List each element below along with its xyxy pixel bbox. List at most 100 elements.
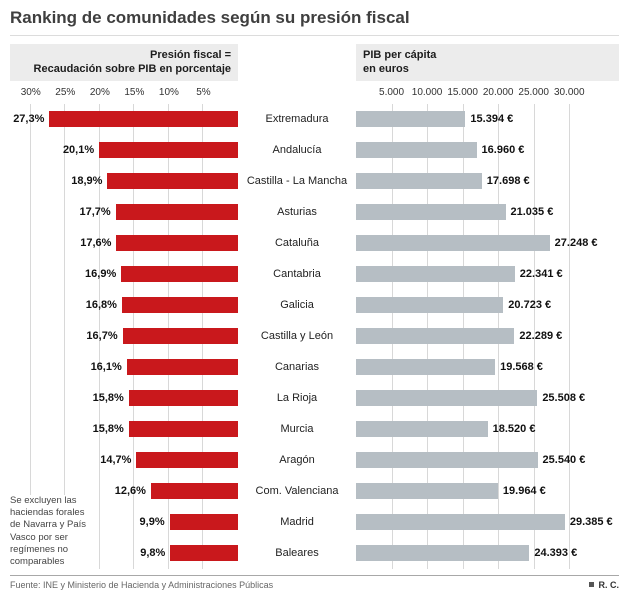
presion-value-label: 9,8% <box>140 547 166 560</box>
pib-bar <box>356 328 515 345</box>
table-row: 27,3% Extremadura 15.394 € <box>10 104 619 135</box>
pib-value-label: 15.394 € <box>470 113 514 126</box>
pib-bar <box>356 514 565 531</box>
pib-bar <box>356 235 550 252</box>
pib-value-label: 17.698 € <box>486 175 530 188</box>
table-row: 17,7% Asturias 21.035 € <box>10 197 619 228</box>
credit: R. C. <box>589 580 619 590</box>
presion-value-label: 16,9% <box>85 268 117 281</box>
pib-value-label: 29.385 € <box>569 516 613 529</box>
pib-bar <box>356 545 530 562</box>
pib-bar <box>356 359 496 376</box>
left-axis-tick-label: 5% <box>196 86 211 98</box>
pib-bar <box>356 111 466 128</box>
presion-value-label: 17,6% <box>80 237 112 250</box>
category-label: Cataluña <box>274 237 320 250</box>
table-row: 15,8% La Rioja 25.508 € <box>10 383 619 414</box>
presion-value-label: 12,6% <box>114 485 146 498</box>
presion-bar-cell: 15,8% <box>10 414 238 445</box>
left-axis-tick-label: 20% <box>89 86 110 98</box>
presion-value-label: 15,8% <box>92 392 124 405</box>
chart-headers: Presión fiscal = Recaudación sobre PIB e… <box>10 44 619 81</box>
left-chart-header-line1: Presión fiscal = <box>149 49 231 61</box>
presion-bar-cell: 17,7% <box>10 197 238 228</box>
page-title: Ranking de comunidades según su presión … <box>10 8 619 36</box>
presion-value-label: 16,7% <box>86 330 118 343</box>
table-row: 16,7% Castilla y León 22.289 € <box>10 321 619 352</box>
presion-bar <box>128 421 238 438</box>
pib-bar <box>356 266 515 283</box>
presion-bar <box>169 514 238 531</box>
left-axis-tick-label: 30% <box>20 86 41 98</box>
table-row: 16,9% Cantabria 22.341 € <box>10 259 619 290</box>
right-chart-header-line2: en euros <box>363 63 409 76</box>
gridline <box>98 103 100 569</box>
presion-bar <box>99 142 238 159</box>
presion-bar-cell: 17,6% <box>10 228 238 259</box>
presion-bar <box>122 328 238 345</box>
pib-bar <box>356 142 477 159</box>
presion-bar <box>121 266 238 283</box>
pib-bar-cell: 18.520 € <box>356 414 619 445</box>
right-axis-tick-label: 5.000 <box>379 86 405 98</box>
pib-value-label: 16.960 € <box>481 144 525 157</box>
credit-square-icon <box>589 582 595 588</box>
gridline <box>29 103 31 569</box>
footer: Fuente: INE y Ministerio de Hacienda y A… <box>10 574 619 590</box>
category-label: Extremadura <box>265 113 329 126</box>
table-row: 17,6% Cataluña 27.248 € <box>10 228 619 259</box>
presion-bar <box>126 359 238 376</box>
pib-bar-cell: 19.568 € <box>356 352 619 383</box>
category-label: Castilla - La Mancha <box>246 175 348 188</box>
presion-bar-cell: 16,7% <box>10 321 238 352</box>
right-axis-tick-label: 30.000 <box>553 86 585 98</box>
pib-value-label: 20.723 € <box>508 299 552 312</box>
left-axis: 30% 25% 20% 15% 10% 5% <box>10 87 238 102</box>
table-row: 15,8% Murcia 18.520 € <box>10 414 619 445</box>
presion-bar <box>136 452 238 469</box>
gridline <box>64 103 66 569</box>
rows: 27,3% Extremadura 15.394 € 20,1% Andalucía 16… <box>10 104 619 569</box>
presion-value-label: 9,9% <box>139 516 165 529</box>
pib-bar <box>356 452 538 469</box>
right-axis-tick-label: 15.000 <box>447 86 478 98</box>
pib-bar <box>356 173 482 190</box>
presion-bar <box>128 390 238 407</box>
presion-bar-cell: 18,9% <box>10 166 238 197</box>
exclusion-note: Se excluyen las haciendas forales de Nav… <box>10 494 88 569</box>
presion-bar <box>49 111 238 128</box>
presion-bar <box>115 204 238 221</box>
pib-value-label: 27.248 € <box>554 237 598 250</box>
presion-value-label: 16,8% <box>85 299 117 312</box>
axis-spacer <box>238 87 356 102</box>
pib-value-label: 24.393 € <box>534 547 578 560</box>
gridline <box>533 103 535 569</box>
presion-bar <box>116 235 238 252</box>
table-row: 9,9% Madrid 29.385 € <box>10 507 619 538</box>
presion-value-label: 20,1% <box>62 144 95 157</box>
right-axis-tick-label: 10.000 <box>411 86 443 98</box>
presion-bar-cell: 20,1% <box>10 135 238 166</box>
presion-bar-cell: 14,7% <box>10 445 238 476</box>
pib-bar-cell: 19.964 € <box>356 476 619 507</box>
presion-bar-cell: 9,9% <box>10 507 238 538</box>
presion-bar <box>170 545 238 562</box>
right-axis-tick-label: 25.000 <box>518 86 549 98</box>
pib-bar <box>356 421 488 438</box>
right-axis-tick-label: 20.000 <box>482 86 514 98</box>
pib-bar-cell: 25.508 € <box>356 383 619 414</box>
presion-bar <box>150 483 238 500</box>
pib-value-label: 18.520 € <box>492 423 536 436</box>
pib-value-label: 21.035 € <box>510 206 554 219</box>
axis-row: 30% 25% 20% 15% 10% 5% 5.000 10.000 15.000 20.00… <box>10 87 619 102</box>
pib-bar-cell: 22.341 € <box>356 259 619 290</box>
source-text: Fuente: INE y Ministerio de Hacienda y A… <box>10 579 274 590</box>
credit-text: R. C. <box>598 579 619 590</box>
category-label: Murcia <box>280 423 314 436</box>
presion-bar-cell: 12,6% <box>10 476 238 507</box>
pib-bar-cell: 15.394 € <box>356 104 619 135</box>
left-chart-header: Presión fiscal = Recaudación sobre PIB e… <box>10 44 238 81</box>
category-label: Aragón <box>279 454 315 467</box>
chart-body: 27,3% Extremadura 15.394 € 20,1% Andalucía 16… <box>10 103 619 569</box>
